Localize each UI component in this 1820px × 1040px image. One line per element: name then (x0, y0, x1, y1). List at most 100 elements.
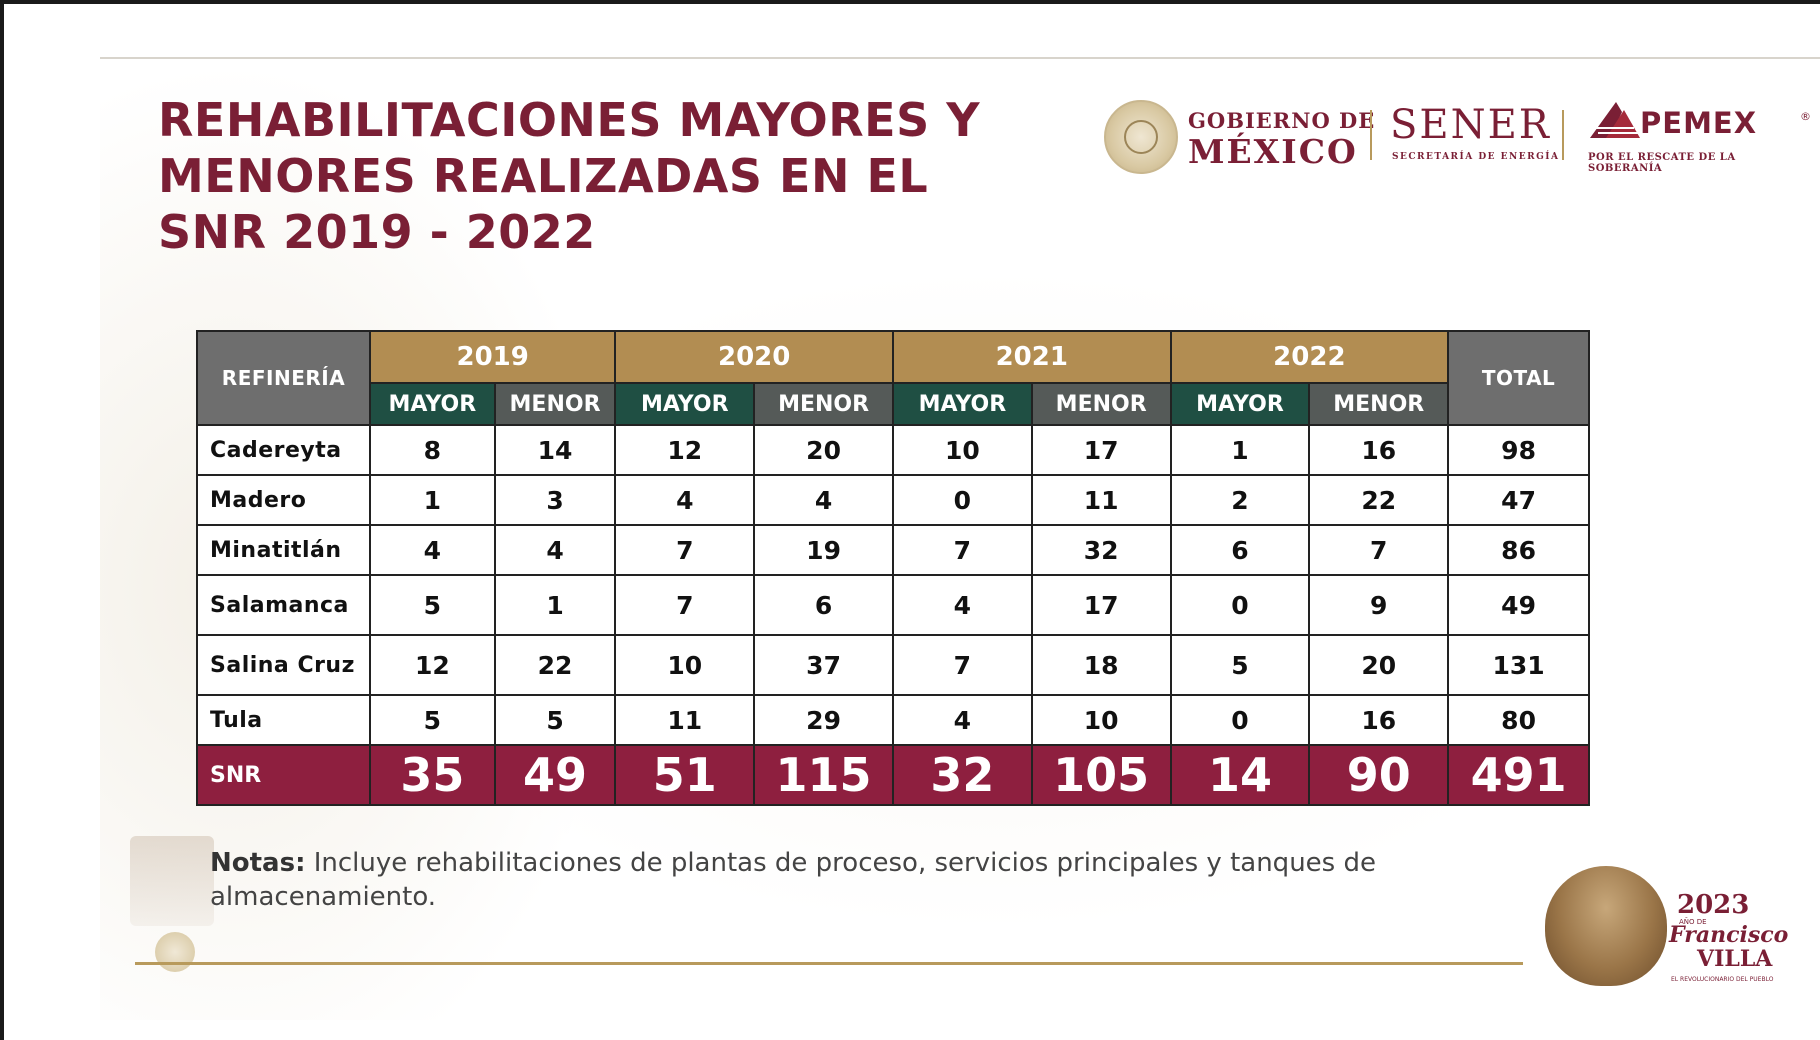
table-cell: 0 (1169, 574, 1311, 636)
header-refineria: REFINERÍA (196, 330, 371, 426)
header-total: TOTAL (1447, 330, 1590, 426)
francisco-villa-logo: 2023 AÑO DE Francisco VILLA EL REVOLUCIO… (1545, 862, 1795, 992)
table-cell: 16 (1308, 424, 1450, 476)
table-cell: 16 (1308, 694, 1450, 746)
refinery-name: Salamanca (196, 574, 371, 636)
snr-grand-total: 491 (1447, 744, 1590, 806)
title-line-2: MENORES REALIZADAS EN EL (158, 149, 929, 203)
table-cell: 20 (1308, 634, 1450, 696)
villa-portrait-icon (1545, 866, 1667, 986)
snr-cell: 105 (1030, 744, 1172, 806)
title-line-1: REHABILITACIONES MAYORES Y (158, 93, 981, 147)
table-cell: 8 (368, 424, 496, 476)
refinery-name: Cadereyta (196, 424, 371, 476)
table-cell: 7 (891, 634, 1033, 696)
table-cell: 18 (1030, 634, 1172, 696)
table-cell: 12 (368, 634, 496, 696)
row-total: 80 (1447, 694, 1590, 746)
row-total: 98 (1447, 424, 1590, 476)
pemex-subtitle: POR EL RESCATE DE LA SOBERANÍA (1588, 152, 1736, 174)
table-cell: 20 (753, 424, 894, 476)
table-cell: 1 (1169, 424, 1311, 476)
table-cell: 0 (1169, 694, 1311, 746)
small-seal-icon (155, 932, 195, 972)
table-cell: 17 (1030, 574, 1172, 636)
snr-cell: 115 (753, 744, 894, 806)
table-cell: 29 (753, 694, 894, 746)
slide-top-border (100, 57, 1820, 59)
screen-edge-top (0, 0, 1820, 4)
table-cell: 10 (1030, 694, 1172, 746)
snr-cell: 32 (891, 744, 1033, 806)
table-cell: 7 (614, 574, 756, 636)
header-year: 2020 (614, 330, 894, 384)
sener-logo: SENER (1390, 102, 1551, 148)
snr-cell: 49 (493, 744, 617, 806)
table-row: Cadereyta 8 14 12 20 10 17 1 16 98 (196, 424, 1590, 476)
header-mayor: MAYOR (891, 382, 1033, 426)
logo-divider (1562, 110, 1564, 160)
header-year: 2019 (368, 330, 617, 384)
table-cell: 3 (493, 474, 617, 526)
logo-divider (1370, 110, 1372, 160)
notes: Notas: Incluye rehabilitaciones de plant… (210, 846, 1450, 914)
table-cell: 1 (368, 474, 496, 526)
historic-figures-icon (130, 836, 214, 926)
header-menor: MENOR (493, 382, 617, 426)
table-cell: 19 (753, 524, 894, 576)
sener-subtitle: SECRETARÍA DE ENERGÍA (1392, 152, 1560, 162)
snr-total-row: SNR 35 49 51 115 32 105 14 90 491 (196, 744, 1590, 806)
footer-divider (135, 962, 1523, 965)
header-mayor: MAYOR (368, 382, 496, 426)
table-cell: 0 (891, 474, 1033, 526)
table-cell: 4 (891, 694, 1033, 746)
header-year: 2021 (891, 330, 1172, 384)
table-cell: 6 (1169, 524, 1311, 576)
header-mayor: MAYOR (1169, 382, 1311, 426)
table-cell: 2 (1169, 474, 1311, 526)
gobierno-logo-bottom: MÉXICO (1188, 132, 1358, 171)
table-cell: 12 (614, 424, 756, 476)
table-cell: 11 (1030, 474, 1172, 526)
table-cell: 4 (368, 524, 496, 576)
snr-cell: 14 (1169, 744, 1311, 806)
table-cell: 14 (493, 424, 617, 476)
slide-title: REHABILITACIONES MAYORES Y MENORES REALI… (158, 92, 1058, 260)
header-menor: MENOR (1308, 382, 1450, 426)
snr-label: SNR (196, 744, 371, 806)
table-cell: 37 (753, 634, 894, 696)
gobierno-logo-top: GOBIERNO DE (1188, 108, 1376, 133)
registered-mark: ® (1800, 110, 1811, 123)
table-cell: 5 (368, 694, 496, 746)
table-cell: 10 (891, 424, 1033, 476)
villa-name-first: Francisco (1669, 922, 1789, 948)
table-cell: 4 (753, 474, 894, 526)
refinery-name: Minatitlán (196, 524, 371, 576)
table-cell: 7 (1308, 524, 1450, 576)
snr-cell: 90 (1308, 744, 1450, 806)
table-row: Madero 1 3 4 4 0 11 2 22 47 (196, 474, 1590, 526)
row-total: 86 (1447, 524, 1590, 576)
title-line-3: SNR 2019 - 2022 (158, 205, 596, 259)
table-cell: 6 (753, 574, 894, 636)
header-logos: GOBIERNO DE MÉXICO SENER SECRETARÍA DE E… (1100, 92, 1811, 182)
table-cell: 7 (891, 524, 1033, 576)
row-total: 49 (1447, 574, 1590, 636)
table-cell: 5 (368, 574, 496, 636)
villa-name-last: VILLA (1697, 946, 1773, 972)
table-cell: 1 (493, 574, 617, 636)
table-cell: 4 (614, 474, 756, 526)
table-row: Minatitlán 4 4 7 19 7 32 6 7 86 (196, 524, 1590, 576)
header-mayor: MAYOR (614, 382, 756, 426)
table-cell: 22 (1308, 474, 1450, 526)
table-row: Salina Cruz 12 22 10 37 7 18 5 20 131 (196, 634, 1590, 696)
rehabilitation-table: REFINERÍA 2019 2020 2021 2022 TOTAL MAYO… (196, 330, 1590, 806)
header-menor: MENOR (1030, 382, 1172, 426)
villa-tagline: EL REVOLUCIONARIO DEL PUEBLO (1671, 976, 1774, 983)
refinery-name: Madero (196, 474, 371, 526)
table-cell: 10 (614, 634, 756, 696)
table-cell: 9 (1308, 574, 1450, 636)
row-total: 131 (1447, 634, 1590, 696)
table-cell: 4 (493, 524, 617, 576)
table-cell: 22 (493, 634, 617, 696)
